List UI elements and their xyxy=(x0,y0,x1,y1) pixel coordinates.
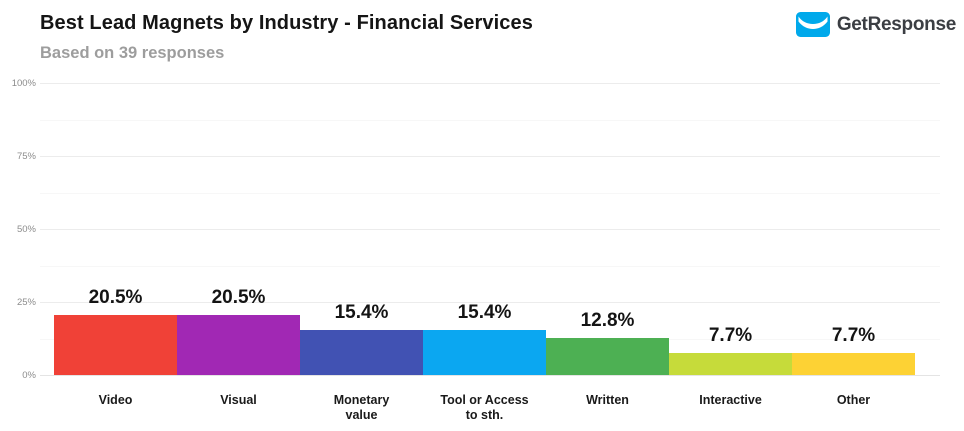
bar-value-label: 7.7% xyxy=(708,324,753,346)
x-axis-category-line: to sth. xyxy=(465,408,504,422)
x-axis-category-line: Visual xyxy=(220,393,257,407)
x-axis-category-label: Interactive xyxy=(669,393,792,408)
y-axis-tick-label: 100% xyxy=(11,78,36,89)
bar-value-label: 15.4% xyxy=(334,302,389,324)
gridline xyxy=(40,302,940,303)
bar xyxy=(423,330,546,375)
y-axis-tick-label: 50% xyxy=(16,224,36,235)
x-axis-category-line: Video xyxy=(98,393,133,407)
x-axis-category-line: Monetary xyxy=(333,393,390,407)
x-axis-category-line: Written xyxy=(586,393,629,407)
minor-gridline xyxy=(40,192,940,194)
bar xyxy=(300,330,423,375)
bar-value-label: 12.8% xyxy=(580,309,635,331)
x-axis-category-line: Other xyxy=(836,393,871,407)
bar xyxy=(669,352,792,375)
getresponse-logo: GetResponse xyxy=(795,12,956,37)
bar xyxy=(54,315,177,375)
bar-value-label: 15.4% xyxy=(457,302,512,324)
x-axis-category-line: Interactive xyxy=(699,393,762,407)
gridline xyxy=(40,375,940,376)
chart-subtitle: Based on 39 responses xyxy=(40,44,225,62)
bar xyxy=(177,315,300,375)
header: Best Lead Magnets by Industry - Financia… xyxy=(0,0,964,70)
x-axis-category-label: Visual xyxy=(177,393,300,408)
x-axis-category-line: Tool or Access xyxy=(440,393,529,407)
y-axis-tick-label: 75% xyxy=(16,151,36,162)
y-axis-tick-label: 0% xyxy=(22,370,36,381)
x-axis-category-label: Monetary value xyxy=(300,393,423,423)
x-axis-category-label: Video xyxy=(54,393,177,408)
x-axis-category-label: Written xyxy=(546,393,669,408)
x-axis-category-line: value xyxy=(345,408,378,422)
envelope-icon xyxy=(795,12,830,37)
minor-gridline xyxy=(40,119,940,121)
gridline xyxy=(40,229,940,230)
minor-gridline xyxy=(40,265,940,267)
bar-value-label: 20.5% xyxy=(88,287,143,309)
bar xyxy=(792,352,915,375)
y-axis-tick-label: 25% xyxy=(16,297,36,308)
bar-value-label: 20.5% xyxy=(211,287,266,309)
gridline xyxy=(40,83,940,84)
bar-value-label: 7.7% xyxy=(831,324,876,346)
x-axis-category-label: Tool or Access to sth. xyxy=(423,393,546,423)
page-title: Best Lead Magnets by Industry - Financia… xyxy=(40,12,533,34)
bar xyxy=(546,337,669,375)
gridline xyxy=(40,156,940,157)
brand-name: GetResponse xyxy=(836,13,956,35)
x-axis-category-label: Other xyxy=(792,393,915,408)
